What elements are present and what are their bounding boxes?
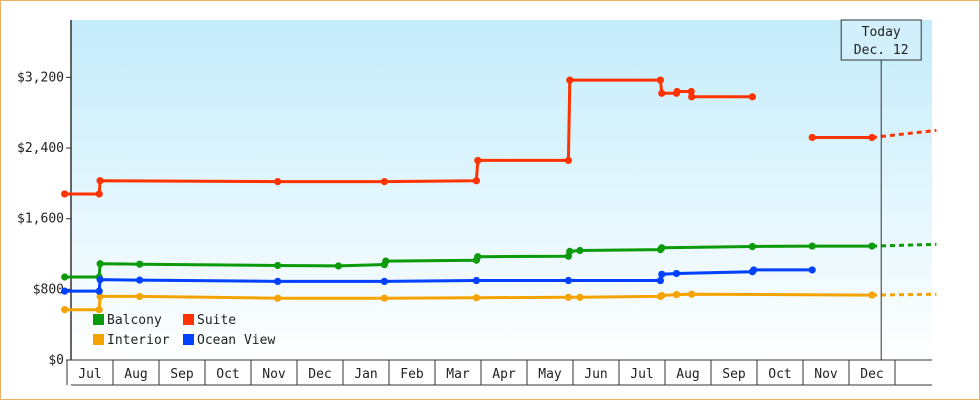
y-tick-label: $800 (33, 282, 64, 297)
series-interior-point[interactable] (136, 292, 144, 301)
series-suite-point[interactable] (61, 190, 69, 198)
series-balcony-point[interactable] (474, 253, 482, 261)
y-tick-label: $3,200 (17, 70, 64, 85)
series-balcony-point[interactable] (808, 242, 816, 250)
x-tick-label: Jan (354, 367, 377, 382)
series-ocean-view-point[interactable] (472, 276, 480, 285)
series-interior-point[interactable] (96, 292, 104, 301)
x-tick-label: Dec (860, 367, 883, 382)
series-interior-point[interactable] (688, 290, 696, 298)
series-balcony-point[interactable] (136, 260, 144, 268)
legend-swatch-balcony (93, 314, 104, 325)
legend-swatch-ocean-view (183, 334, 194, 345)
series-ocean-view-point[interactable] (61, 287, 69, 295)
x-tick-label: Nov (814, 367, 838, 382)
series-ocean-view (64, 268, 813, 293)
series-interior-point[interactable] (95, 306, 103, 314)
series-suite-point[interactable] (688, 93, 696, 101)
series-suite-point[interactable] (380, 178, 388, 186)
series-interior-point[interactable] (380, 294, 388, 302)
series-suite-point[interactable] (658, 89, 666, 97)
legend-swatch-suite (183, 314, 194, 325)
series-interior-projection (871, 292, 937, 297)
legend-label-ocean-view[interactable]: Ocean View (197, 333, 275, 348)
series-suite-point[interactable] (687, 87, 695, 96)
series-interior-point[interactable] (472, 294, 480, 302)
plot-background (71, 20, 932, 360)
series-ocean-view-line (64, 268, 813, 293)
series-suite-point[interactable] (95, 190, 103, 198)
series-interior-point[interactable] (868, 291, 876, 299)
series-ocean-view-point[interactable] (658, 270, 666, 278)
series-suite-point[interactable] (673, 87, 681, 96)
today-label: Today (862, 25, 901, 40)
legend-label-interior[interactable]: Interior (107, 333, 170, 348)
series-balcony-point[interactable] (566, 247, 574, 255)
series-interior-point[interactable] (61, 306, 69, 314)
series-suite-point[interactable] (656, 76, 665, 84)
series-ocean-view-point[interactable] (750, 266, 758, 274)
x-tick-label: May (538, 367, 562, 382)
x-tick-label: Nov (262, 367, 286, 382)
y-tick-label: $2,400 (17, 141, 64, 156)
series-balcony-projection (871, 242, 937, 248)
x-tick-label: Oct (768, 367, 791, 382)
x-tick-label: Sep (722, 367, 746, 382)
x-tick-label: Sep (170, 367, 194, 382)
series-ocean-view-point[interactable] (656, 276, 665, 285)
x-tick-label: Feb (400, 367, 424, 382)
series-suite-point[interactable] (96, 177, 104, 185)
series-balcony-point[interactable] (334, 262, 342, 270)
series-balcony-point[interactable] (658, 244, 666, 252)
x-tick-label: Mar (446, 367, 470, 382)
series-suite-point[interactable] (274, 178, 282, 186)
x-tick-label: Jul (630, 367, 653, 382)
series-balcony-point[interactable] (382, 257, 390, 265)
series-ocean-view-point[interactable] (672, 269, 681, 278)
legend-label-suite[interactable]: Suite (197, 313, 236, 328)
series-suite-point[interactable] (748, 93, 757, 101)
x-tick-label: Dec (308, 367, 331, 382)
series-ocean-view-point[interactable] (274, 277, 282, 286)
series-balcony-point[interactable] (274, 261, 282, 270)
legend-swatch-interior (93, 334, 104, 345)
x-tick-label: Jul (78, 367, 101, 382)
legend-label-balcony[interactable]: Balcony (107, 313, 162, 328)
series-interior-point[interactable] (672, 291, 681, 299)
series-suite-point[interactable] (474, 156, 482, 165)
series-interior-point[interactable] (564, 293, 573, 301)
today-box (840, 19, 922, 61)
series-ocean-view-point[interactable] (95, 287, 103, 295)
series-suite-point[interactable] (564, 156, 573, 165)
series-interior-point[interactable] (576, 293, 584, 301)
today-date: Dec. 12 (854, 43, 909, 58)
series-balcony-point[interactable] (96, 260, 104, 268)
y-tick-label: $0 (48, 353, 64, 368)
series-suite-point[interactable] (566, 76, 574, 84)
series-suite-point[interactable] (472, 177, 480, 185)
series-balcony-point[interactable] (748, 242, 757, 251)
series-balcony-point[interactable] (868, 242, 876, 250)
series-ocean-view-point[interactable] (136, 276, 144, 284)
series-ocean-view-point[interactable] (564, 276, 573, 285)
series-ocean-view-point[interactable] (380, 277, 388, 286)
x-tick-label: Oct (216, 367, 239, 382)
series-suite-point[interactable] (808, 133, 816, 142)
x-tick-label: Jun (584, 367, 607, 382)
series-balcony-point[interactable] (576, 246, 584, 255)
series-ocean-view-point[interactable] (96, 276, 104, 284)
x-tick-label: Aug (124, 367, 147, 382)
series-suite-line (64, 78, 753, 196)
x-tick-label: Apr (492, 367, 516, 382)
series-suite-projection (871, 128, 937, 139)
x-tick-label: Aug (676, 367, 699, 382)
series-suite-point[interactable] (868, 133, 876, 142)
y-tick-label: $1,600 (17, 212, 64, 227)
series-ocean-view-point[interactable] (808, 266, 816, 274)
series-balcony-point[interactable] (61, 273, 69, 281)
series-suite (64, 78, 937, 196)
series-interior-point[interactable] (274, 294, 282, 302)
series-interior-point[interactable] (658, 291, 666, 300)
